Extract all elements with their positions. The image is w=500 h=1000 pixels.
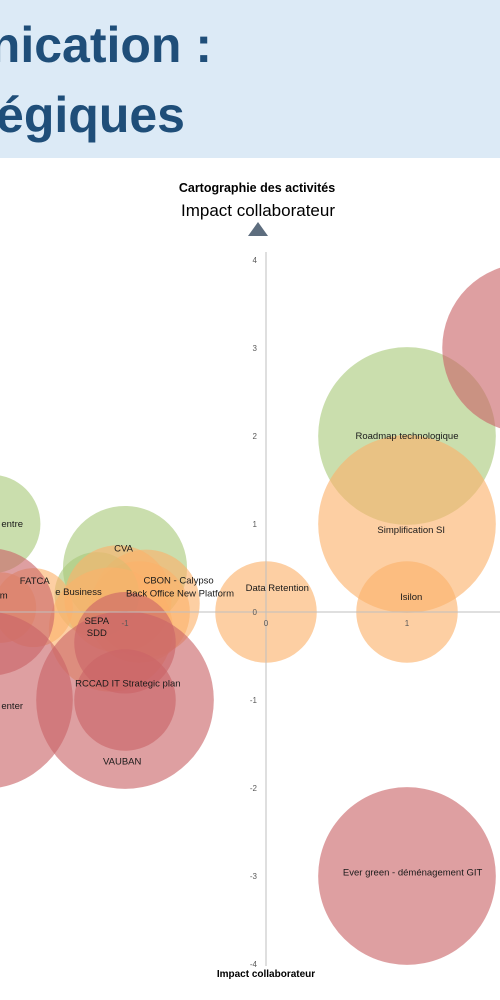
- bubble-label: RCCAD IT Strategic plan: [75, 678, 180, 689]
- y-tick-label: 4: [253, 256, 258, 265]
- bubble-label: Ever green - déménagement GIT: [343, 867, 483, 878]
- x-tick-label: 0: [264, 619, 269, 628]
- header-band: nication : égiques: [0, 0, 500, 158]
- bubble-label: e Business: [55, 587, 102, 598]
- y-tick-label: -1: [250, 696, 258, 705]
- y-tick-label: -4: [250, 960, 258, 969]
- x-tick-label: -1: [121, 619, 129, 628]
- bubble-label: CVA: [114, 544, 133, 555]
- bubble-label: Back Office New Platform: [126, 589, 234, 600]
- bubble-label: enter: [1, 701, 23, 712]
- chart-subtitle: Impact collaborateur: [181, 201, 335, 220]
- y-tick-label: -2: [250, 784, 258, 793]
- bubble-label: Roadmap technologique: [356, 431, 459, 442]
- bubble-label: CBON - Calypso: [143, 575, 213, 586]
- bubble-label: VAUBAN: [103, 757, 142, 768]
- chart-title: Cartographie des activités: [179, 181, 335, 195]
- bubble-bubble-2: [442, 267, 500, 429]
- bubble-chart: Cartographie des activités Impact collab…: [0, 181, 500, 980]
- y-tick-label: 0: [253, 608, 258, 617]
- chart-bottom-label: Impact collaborateur: [217, 969, 315, 980]
- y-tick-label: 3: [253, 344, 258, 353]
- bubble-ever-green-d-m-nagement-git: [318, 787, 496, 965]
- bubble-vauban: [74, 649, 176, 751]
- bubble-label: Data Retention: [246, 583, 309, 594]
- x-tick-label: 1: [405, 619, 410, 628]
- bubble-simplification-si: [318, 435, 496, 613]
- bubble-label: Simplification SI: [377, 525, 445, 536]
- up-arrow-icon: [248, 222, 268, 236]
- bubble-entre: [0, 475, 41, 573]
- y-tick-label: 2: [253, 432, 258, 441]
- y-tick-label: 1: [253, 520, 258, 529]
- bubble-label: entre: [1, 519, 23, 530]
- bubble-label: m: [0, 590, 8, 601]
- header-title-line1: nication :: [0, 17, 212, 73]
- bubble-label: Isilon: [400, 592, 422, 603]
- bubbles-layer: [0, 267, 500, 965]
- axes-layer: 4 3 2 1 0 -1 -2 -3 -4 -1 0 1: [0, 252, 500, 969]
- labels-layer: Roadmap technologique Simplification SI Is…: [0, 431, 483, 878]
- bubble-label: FATCA: [20, 576, 51, 587]
- y-tick-label: -3: [250, 872, 258, 881]
- header-title-line2: égiques: [0, 87, 185, 143]
- bubble-label: SEPA SDD: [84, 616, 109, 639]
